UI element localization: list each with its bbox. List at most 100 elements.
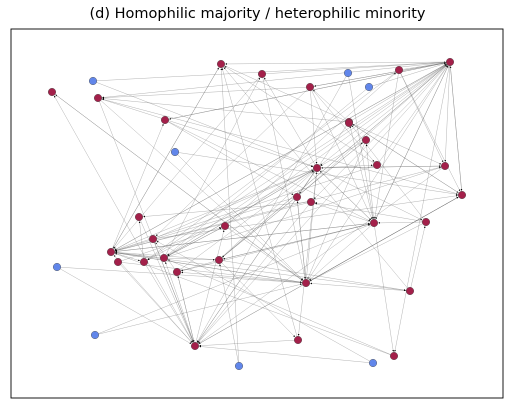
majority-node-18 — [422, 217, 431, 226]
edge-3-31 — [297, 167, 318, 336]
majority-node-11 — [159, 253, 168, 262]
edge-24-10 — [102, 86, 311, 99]
majority-node-3 — [313, 163, 322, 172]
edge-24-29 — [309, 86, 375, 162]
majority-node-29 — [373, 160, 382, 169]
edge-25-14 — [117, 227, 222, 263]
edge-2-30 — [373, 222, 394, 352]
edge-4-0 — [198, 165, 446, 344]
edge-22-2 — [374, 69, 400, 219]
edge-20-5 — [152, 194, 458, 240]
edge-23-7 — [113, 73, 263, 249]
edge-1-16 — [296, 201, 307, 284]
edge-18-2 — [378, 221, 427, 224]
edge-6-0 — [197, 61, 451, 343]
majority-node-17 — [307, 197, 316, 206]
edge-10-0 — [97, 97, 194, 343]
edge-8-4 — [220, 63, 442, 165]
edge-11-13 — [163, 257, 215, 261]
edge-34-6 — [92, 61, 446, 82]
edge-1-12 — [181, 271, 307, 284]
majority-node-2 — [370, 218, 379, 227]
minority-node-37 — [90, 331, 99, 340]
edge-2-9 — [349, 126, 375, 224]
edge-40-6 — [368, 62, 446, 88]
edge-14-22 — [224, 72, 396, 227]
majority-node-32 — [345, 118, 354, 127]
edge-17-19 — [143, 201, 312, 218]
edge-22-6 — [398, 62, 446, 71]
edge-1-6 — [305, 65, 448, 284]
edge-3-16 — [299, 167, 318, 194]
edge-21-3 — [320, 139, 367, 167]
edge-6-24 — [314, 61, 451, 87]
edge-17-0 — [197, 201, 312, 343]
edge-3-7 — [114, 167, 318, 251]
majority-node-25 — [113, 258, 122, 267]
edge-15-0 — [143, 261, 193, 343]
edge-0-14 — [194, 230, 225, 347]
edge-2-17 — [315, 203, 375, 224]
edge-6-2 — [375, 61, 451, 220]
edge-23-6 — [261, 61, 446, 75]
edge-7-27 — [110, 123, 164, 253]
edge-1-28 — [55, 94, 307, 284]
edge-3-2 — [316, 167, 371, 221]
majority-node-0 — [190, 342, 199, 351]
edge-25-1 — [117, 261, 302, 284]
edge-0-7 — [113, 255, 196, 347]
edge-3-11 — [167, 167, 318, 256]
edge-1-7 — [115, 252, 307, 284]
edge-5-10 — [102, 98, 463, 196]
edge-7-15 — [110, 251, 140, 262]
majority-node-24 — [306, 82, 315, 91]
edge-20-3 — [152, 169, 314, 240]
edge-10-3 — [97, 97, 313, 168]
edge-34-3 — [92, 80, 314, 167]
majority-node-12 — [172, 268, 181, 277]
figure-title: (d) Homophilic majority / heterophilic m… — [89, 6, 426, 22]
edge-4-7 — [115, 165, 446, 252]
edge-33-2 — [347, 72, 374, 219]
edge-1-5 — [305, 196, 459, 284]
edge-12-2 — [176, 223, 370, 273]
edge-29-8 — [224, 66, 378, 166]
edges-layer — [51, 61, 463, 367]
edge-22-5 — [398, 69, 461, 192]
edge-6-8 — [225, 61, 451, 65]
majority-node-15 — [139, 258, 148, 267]
edge-6-13 — [222, 61, 451, 258]
edge-11-6 — [163, 64, 447, 259]
edge-25-0 — [117, 261, 193, 343]
edge-23-1 — [261, 73, 306, 279]
edge-3-23 — [264, 77, 318, 169]
edge-13-31 — [218, 259, 296, 338]
edge-39-0 — [199, 345, 374, 364]
majority-node-8 — [216, 60, 225, 69]
edge-6-3 — [320, 61, 451, 166]
edge-13-21 — [218, 142, 363, 261]
edge-12-3 — [176, 170, 314, 273]
plot-frame — [10, 28, 504, 399]
minority-node-38 — [234, 362, 243, 371]
minority-node-33 — [344, 68, 353, 77]
majority-node-30 — [390, 352, 399, 361]
edge-6-10 — [102, 61, 451, 99]
edge-6-30 — [394, 61, 451, 352]
edge-2-13 — [223, 222, 375, 260]
edge-18-1 — [309, 221, 427, 282]
edge-36-0 — [56, 266, 192, 345]
edge-27-2 — [164, 119, 371, 222]
edge-30-11 — [167, 259, 395, 357]
edge-6-7 — [114, 61, 451, 251]
edge-2-1 — [309, 222, 375, 281]
edge-38-8 — [220, 68, 240, 367]
edge-38-13 — [219, 264, 240, 367]
edge-26-1 — [310, 282, 411, 292]
majority-node-22 — [395, 65, 404, 74]
majority-node-28 — [48, 87, 57, 96]
edge-0-28 — [53, 95, 196, 347]
majority-node-27 — [160, 115, 169, 124]
majority-node-1 — [302, 279, 311, 288]
